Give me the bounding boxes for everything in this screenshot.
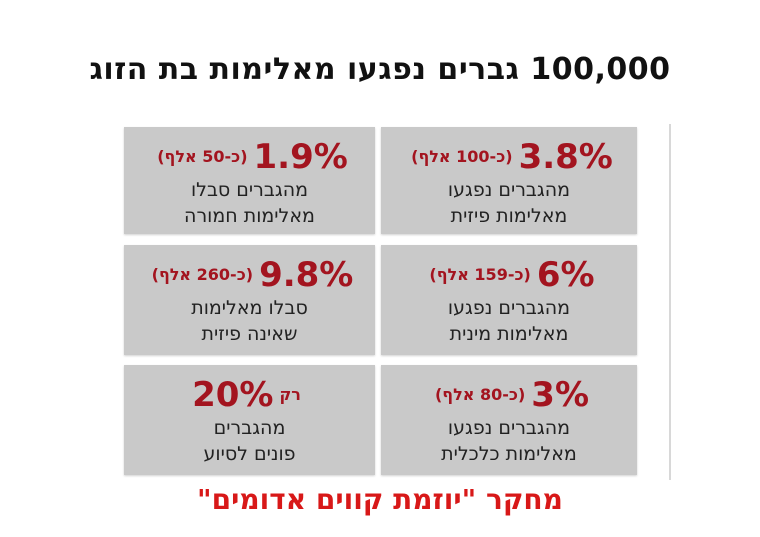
stat-card-severe: 1.9%(כ-50 אלף) מהגברים סבלו מאלימות חמור…	[124, 127, 375, 234]
divider	[669, 124, 671, 480]
source-footer: מחקר "יוזמת קווים אדומים"	[197, 483, 563, 516]
stat-prefix: רק	[279, 384, 301, 404]
stat-desc-line2: מאלימות מינית	[449, 322, 569, 345]
stat-approx: (כ-80 אלף)	[434, 384, 526, 404]
stat-percent: 1.9%	[253, 136, 348, 177]
stat-percent: 3%	[531, 374, 590, 415]
stat-desc-line2: מאלימות כלכלית	[441, 442, 577, 465]
stat-percent: 6%	[536, 254, 595, 295]
stat-line: 9.8%(כ-260 אלף)	[124, 255, 375, 294]
stat-desc-line1: מהגברים נפגעו	[447, 178, 571, 201]
stat-desc-line1: מהגברים נפגעו	[447, 416, 571, 439]
stat-desc-line1: מהגברים סבלו	[190, 178, 309, 201]
stat-approx: (כ-159 אלף)	[429, 264, 531, 284]
stat-desc-line1: סבלו מאלימות	[191, 296, 308, 319]
stat-line: 3.8%(כ-100 אלף)	[381, 137, 637, 176]
stat-desc-line2: מאלימות חמורה	[184, 204, 315, 227]
stat-percent: 9.8%	[259, 254, 354, 295]
headline: 100,000 גברים נפגעו מאלימות בת הזוג	[89, 52, 671, 87]
stat-card-seek-help: רק20% מהגברים פונים לסיוע	[124, 365, 375, 475]
stat-approx: (כ-50 אלף)	[157, 146, 248, 166]
stat-card-economic: 3%(כ-80 אלף) מהגברים נפגעו מאלימות כלכלי…	[381, 365, 637, 475]
stat-percent: 3.8%	[518, 136, 613, 177]
stat-card-physical: 3.8%(כ-100 אלף) מהגברים נפגעו מאלימות פי…	[381, 127, 637, 234]
stat-line: 1.9%(כ-50 אלף)	[124, 137, 375, 176]
stat-card-sexual: 6%(כ-159 אלף) מהגברים נפגעו מאלימות מיני…	[381, 245, 637, 355]
stat-approx: (כ-260 אלף)	[151, 264, 254, 284]
stat-line: 3%(כ-80 אלף)	[381, 375, 637, 414]
stat-card-nonphysical: 9.8%(כ-260 אלף) סבלו מאלימות שאינה פיזית	[124, 245, 375, 355]
stat-desc-line2: פונים לסיוע	[203, 442, 296, 465]
stat-desc-line2: שאינה פיזית	[201, 322, 298, 345]
stat-approx: (כ-100 אלף)	[411, 146, 513, 166]
stat-line: רק20%	[124, 375, 375, 414]
stat-line: 6%(כ-159 אלף)	[381, 255, 637, 294]
stat-desc-line1: מהגברים נפגעו	[447, 296, 571, 319]
stat-desc-line1: מהגברים	[213, 416, 286, 439]
stat-desc-line2: מאלימות פיזית	[450, 204, 568, 227]
stat-percent: 20%	[192, 374, 274, 415]
